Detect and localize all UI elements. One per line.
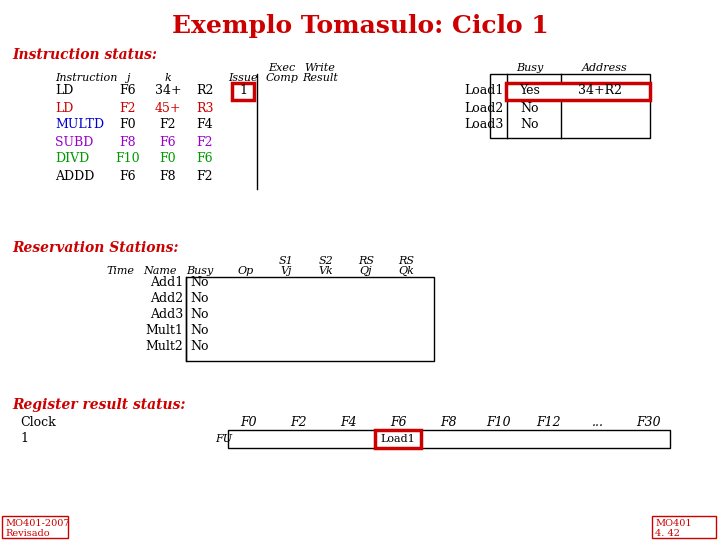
Bar [506,83,650,100]
Text: Busy: Busy [516,63,544,73]
Text: F4: F4 [340,416,356,429]
Text: No: No [191,325,210,338]
Text: MULTD: MULTD [55,118,104,132]
Text: F2: F2 [120,102,136,114]
Text: 45+: 45+ [155,102,181,114]
Text: Exec: Exec [269,63,296,73]
Text: F6: F6 [120,170,136,183]
Text: Result: Result [302,73,338,83]
Text: F8: F8 [160,170,176,183]
Text: Load1: Load1 [381,434,415,444]
Text: Revisado: Revisado [5,529,50,537]
Text: R3: R3 [197,102,214,114]
Text: Vj: Vj [280,266,292,276]
Text: F10: F10 [116,152,140,165]
Text: S1: S1 [279,256,293,266]
Text: RS: RS [358,256,374,266]
Text: Vk: Vk [319,266,333,276]
Text: Qk: Qk [398,266,414,276]
Text: Address: Address [582,63,628,73]
Text: Write: Write [305,63,336,73]
Text: No: No [521,118,539,132]
Text: Add3: Add3 [150,308,183,321]
Text: F2: F2 [197,170,213,183]
Text: Time: Time [106,266,134,276]
Text: Load3: Load3 [464,118,504,132]
Text: Add2: Add2 [150,293,183,306]
Text: Reservation Stations:: Reservation Stations: [12,241,179,255]
Text: R2: R2 [197,84,214,98]
Text: 4. 42: 4. 42 [655,529,680,537]
Text: F6: F6 [197,152,213,165]
Text: F0: F0 [120,118,136,132]
Text: ...: ... [592,416,604,429]
Text: 1: 1 [239,84,247,98]
Text: F0: F0 [240,416,256,429]
Bar [228,430,670,448]
Text: Mult2: Mult2 [145,341,183,354]
Text: F4: F4 [197,118,213,132]
Text: F6: F6 [390,416,406,429]
Text: No: No [191,293,210,306]
Text: Register result status:: Register result status: [12,398,186,412]
Text: RS: RS [398,256,414,266]
Text: Instruction status:: Instruction status: [12,48,157,62]
Text: F8: F8 [440,416,456,429]
Text: MO401: MO401 [655,518,692,528]
Text: Add1: Add1 [150,276,183,289]
Text: Busy: Busy [186,266,214,276]
Text: DIVD: DIVD [55,152,89,165]
Text: Instruction: Instruction [55,73,117,83]
Text: Clock: Clock [20,416,55,429]
Text: LD: LD [55,102,73,114]
Text: Load1: Load1 [464,84,504,98]
Bar [186,277,434,361]
Text: j: j [126,73,130,83]
Text: F2: F2 [160,118,176,132]
Text: SUBD: SUBD [55,136,94,148]
Text: Load2: Load2 [464,102,504,114]
Bar [490,74,650,138]
Text: No: No [191,308,210,321]
Text: 34+R2: 34+R2 [578,84,622,98]
Text: S2: S2 [319,256,333,266]
Text: F2: F2 [289,416,306,429]
Text: Exemplo Tomasulo: Ciclo 1: Exemplo Tomasulo: Ciclo 1 [171,14,549,38]
Text: 34+: 34+ [155,84,181,98]
Text: Issue: Issue [228,73,258,83]
Bar [232,83,254,100]
Text: No: No [521,102,539,114]
Text: Mult1: Mult1 [145,325,183,338]
Text: Qj: Qj [360,266,372,276]
Text: F8: F8 [120,136,136,148]
Text: k: k [165,73,171,83]
Text: Comp: Comp [266,73,298,83]
Text: F6: F6 [160,136,176,148]
Text: Name: Name [143,266,176,276]
Bar [2,516,68,538]
Text: MO401-2007: MO401-2007 [5,518,70,528]
Text: No: No [191,341,210,354]
Text: F6: F6 [120,84,136,98]
Text: F0: F0 [160,152,176,165]
Text: Yes: Yes [520,84,541,98]
Text: F12: F12 [536,416,560,429]
Text: ADDD: ADDD [55,170,94,183]
Text: No: No [191,276,210,289]
Text: LD: LD [55,84,73,98]
Text: F10: F10 [486,416,510,429]
Text: FU: FU [215,434,232,444]
Bar [652,516,716,538]
Bar [375,430,421,448]
Text: Op: Op [238,266,254,276]
Text: F30: F30 [636,416,660,429]
Text: F2: F2 [197,136,213,148]
Text: 1: 1 [20,433,28,446]
